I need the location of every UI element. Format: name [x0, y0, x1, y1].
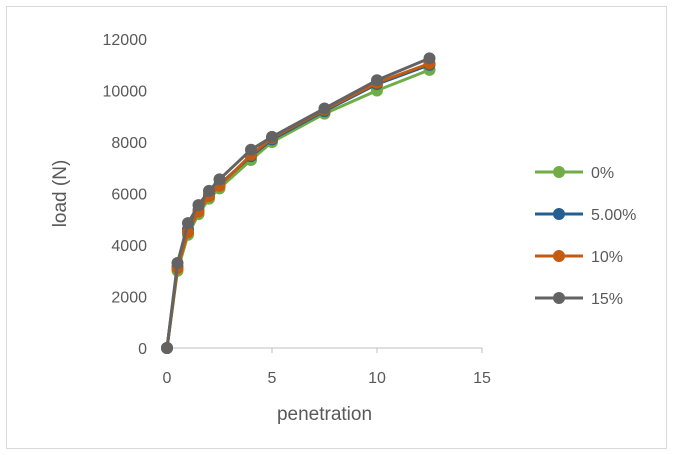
legend-marker	[553, 208, 565, 220]
legend-marker	[553, 250, 565, 262]
legend-label: 10%	[591, 249, 623, 266]
legend-item: 5.00%	[535, 207, 636, 224]
data-point	[161, 342, 173, 354]
y-axis-title: load (N)	[50, 160, 71, 228]
y-tick-label: 10000	[103, 84, 148, 101]
legend-label: 15%	[591, 291, 623, 308]
series-line	[165, 68, 431, 349]
chart-frame	[6, 6, 667, 449]
legend-label: 5.00%	[591, 207, 636, 224]
legend-marker	[553, 292, 565, 304]
data-point	[423, 52, 436, 65]
series-15%	[161, 52, 436, 354]
data-point	[203, 184, 215, 197]
data-point	[266, 130, 278, 143]
y-tick-label: 12000	[103, 32, 148, 49]
series-layer	[161, 52, 436, 354]
y-tick-label: 8000	[111, 135, 147, 152]
legend-item: 0%	[535, 165, 614, 182]
legend: 0% 5.00% 10% 15%	[535, 165, 636, 308]
data-point	[213, 173, 226, 186]
legend-item: 15%	[535, 291, 623, 308]
data-point	[371, 74, 383, 87]
series-line	[165, 63, 431, 349]
y-tick-label: 4000	[111, 238, 147, 255]
x-axis-title: penetration	[277, 404, 372, 425]
x-tick-label: 5	[268, 370, 277, 387]
data-point	[245, 143, 257, 156]
legend-marker	[553, 166, 565, 178]
series-line	[165, 62, 431, 349]
data-point	[318, 102, 331, 115]
legend-label: 0%	[591, 165, 614, 182]
data-point	[182, 217, 194, 230]
x-tick-label: 0	[163, 370, 172, 387]
data-point	[192, 199, 205, 212]
y-tick-label: 6000	[111, 187, 147, 204]
data-point	[171, 257, 184, 270]
x-tick-labels: 0 5 10 15	[163, 348, 491, 387]
legend-item: 10%	[535, 249, 623, 266]
y-tick-label: 2000	[111, 290, 147, 307]
y-tick-labels: 0 2000 4000 6000 8000 10000 12000	[103, 32, 148, 358]
y-tick-label: 0	[138, 341, 147, 358]
x-tick-label: 15	[473, 370, 491, 387]
x-tick-label: 10	[368, 370, 386, 387]
